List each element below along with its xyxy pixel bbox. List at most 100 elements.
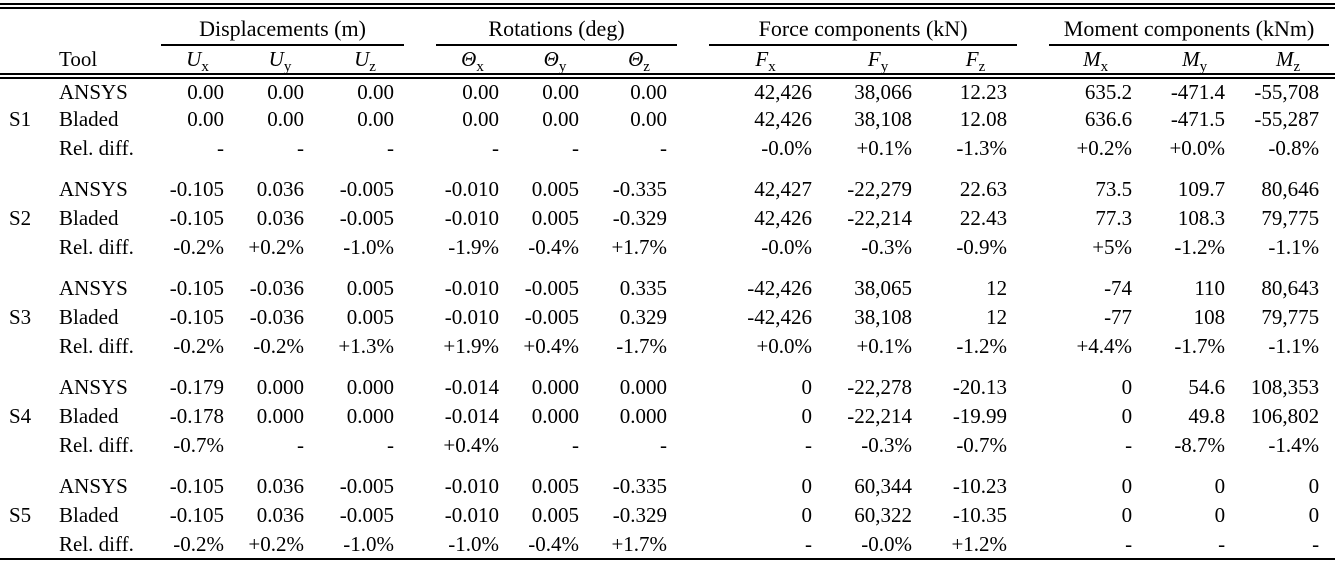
tool-cell: Rel. diff. bbox=[59, 136, 134, 160]
value-cell: 42,426 bbox=[754, 79, 813, 104]
value-cell: - bbox=[217, 136, 224, 160]
table-row: ANSYS -0.179 0.000 0.000 -0.014 0.000 0.000 0 -… bbox=[0, 373, 1335, 402]
value-cell: -10.35 bbox=[952, 503, 1008, 527]
value-cell: - bbox=[805, 531, 813, 556]
empty-cell bbox=[0, 262, 1335, 274]
tool-cell: ANSYS bbox=[59, 375, 128, 399]
value-cell: 108,353 bbox=[1250, 375, 1320, 399]
value-cell: 0.00 bbox=[462, 107, 500, 131]
value-cell: -0.105 bbox=[169, 206, 224, 230]
value-cell: -0.335 bbox=[612, 474, 668, 498]
value-cell: 0.000 bbox=[256, 375, 304, 399]
value-cell: -0.105 bbox=[169, 305, 224, 329]
table-row: Rel. diff. - - - - - - -0.0% +0.1% -1.3% +0.2% +0.… bbox=[0, 134, 1335, 163]
column-group-label: Moment components (kNm) bbox=[1049, 16, 1330, 46]
column-header: Ux bbox=[155, 46, 240, 79]
value-cell: 0.00 bbox=[542, 107, 580, 131]
value-cell: 0.00 bbox=[630, 79, 668, 104]
value-cell: -0.329 bbox=[612, 503, 668, 527]
value-cell: -22,214 bbox=[847, 404, 913, 428]
value-cell: 12.23 bbox=[959, 79, 1008, 104]
value-cell: 0 bbox=[1308, 474, 1320, 498]
column-group-header: Moment components (kNm) bbox=[1023, 6, 1335, 46]
value-cell: 38,108 bbox=[854, 107, 913, 131]
value-cell: -22,279 bbox=[847, 177, 913, 201]
value-cell: -1.1% bbox=[1268, 235, 1320, 259]
empty-cell bbox=[0, 175, 55, 204]
table-row: S5 Bladed -0.105 0.036 -0.005 -0.010 0.005 -0… bbox=[0, 501, 1335, 530]
column-header: Mx bbox=[1023, 46, 1149, 79]
table-row: Rel. diff. -0.2% -0.2% +1.3% +1.9% +0.4% -1.7… bbox=[0, 332, 1335, 361]
value-cell: -55,708 bbox=[1254, 79, 1320, 104]
value-cell: +1.7% bbox=[611, 235, 668, 259]
table-row: Displacements (m) Rotations (deg) Force … bbox=[0, 6, 1335, 46]
value-cell: 0.000 bbox=[619, 375, 668, 399]
value-cell: 0.005 bbox=[531, 503, 580, 527]
column-header: Θz bbox=[595, 46, 684, 79]
value-cell: 636.6 bbox=[1084, 107, 1133, 131]
value-cell: -55,287 bbox=[1254, 107, 1320, 131]
value-cell: 49.8 bbox=[1188, 404, 1226, 428]
value-cell: 0.036 bbox=[256, 177, 304, 201]
tool-cell: Rel. diff. bbox=[59, 334, 134, 358]
empty-cell bbox=[0, 6, 155, 46]
value-cell: 0.00 bbox=[630, 107, 668, 131]
value-cell: 0 bbox=[801, 404, 813, 428]
table-row: S3 Bladed -0.105 -0.036 0.005 -0.010 -0.005 0… bbox=[0, 303, 1335, 332]
value-cell: -0.105 bbox=[169, 474, 224, 498]
column-header: Fx bbox=[683, 46, 829, 79]
empty-cell bbox=[0, 472, 55, 501]
table-row: Tool Ux Uy Uz Θx Θy Θz Fx Fy Fz Mx My Mz bbox=[0, 46, 1335, 79]
value-cell: -0.8% bbox=[1268, 136, 1320, 160]
value-cell: -0.7% bbox=[173, 433, 224, 457]
tool-column-header: Tool bbox=[55, 46, 155, 79]
value-cell: 54.6 bbox=[1188, 375, 1226, 399]
empty-cell bbox=[0, 530, 55, 559]
value-cell: 0.000 bbox=[531, 404, 580, 428]
value-cell: 12 bbox=[986, 276, 1008, 300]
value-cell: 0 bbox=[1121, 375, 1133, 399]
value-cell: -42,426 bbox=[747, 276, 813, 300]
value-cell: +0.1% bbox=[856, 136, 913, 160]
column-header: Θx bbox=[410, 46, 516, 79]
value-cell: 80,646 bbox=[1261, 177, 1320, 201]
value-cell: -74 bbox=[1104, 276, 1133, 300]
column-header: Fz bbox=[928, 46, 1024, 79]
empty-cell bbox=[0, 134, 55, 163]
value-cell: +0.0% bbox=[1169, 136, 1226, 160]
value-cell: - bbox=[297, 433, 304, 457]
value-cell: 0 bbox=[1214, 474, 1226, 498]
empty-cell bbox=[0, 163, 1335, 175]
value-cell: 0.036 bbox=[256, 503, 304, 527]
value-cell: -1.0% bbox=[343, 235, 395, 259]
value-cell: 0 bbox=[801, 474, 813, 498]
value-cell: -0.9% bbox=[956, 235, 1008, 259]
value-cell: 0.000 bbox=[531, 375, 580, 399]
value-cell: -0.014 bbox=[444, 404, 500, 428]
value-cell: -0.2% bbox=[173, 235, 224, 259]
value-cell: -0.014 bbox=[444, 375, 500, 399]
value-cell: -22,278 bbox=[847, 375, 913, 399]
value-cell: 42,426 bbox=[754, 206, 813, 230]
value-cell: -1.9% bbox=[448, 235, 500, 259]
column-header: Uy bbox=[240, 46, 320, 79]
value-cell: +0.4% bbox=[523, 334, 580, 358]
value-cell: -1.2% bbox=[956, 334, 1008, 358]
value-cell: -0.7% bbox=[956, 433, 1008, 457]
value-cell: -0.4% bbox=[528, 235, 580, 259]
value-cell: 0.036 bbox=[256, 206, 304, 230]
value-cell: -77 bbox=[1104, 305, 1133, 329]
value-cell: +1.2% bbox=[951, 531, 1008, 556]
value-cell: - bbox=[805, 433, 813, 457]
group-spacer bbox=[0, 163, 1335, 175]
value-cell: 38,108 bbox=[854, 305, 913, 329]
value-cell: +0.0% bbox=[756, 334, 813, 358]
value-cell: 73.5 bbox=[1095, 177, 1133, 201]
value-cell: -0.179 bbox=[169, 375, 224, 399]
column-header: My bbox=[1148, 46, 1242, 79]
value-cell: -0.005 bbox=[339, 177, 395, 201]
tool-cell: Rel. diff. bbox=[59, 531, 134, 556]
value-cell: -0.0% bbox=[761, 235, 813, 259]
value-cell: -20.13 bbox=[952, 375, 1008, 399]
value-cell: 22.43 bbox=[959, 206, 1008, 230]
